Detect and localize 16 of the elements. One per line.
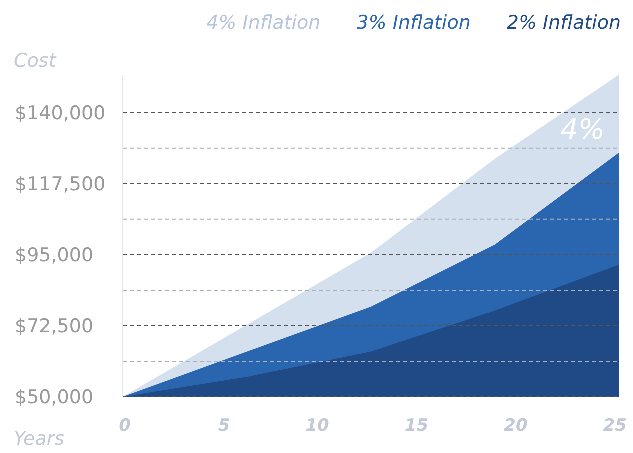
y-tick-label: $117,500 <box>15 174 106 196</box>
x-tick-label: 20 <box>504 416 528 436</box>
text: 2% Inflation <box>506 12 621 34</box>
y-tick-label: $95,000 <box>15 244 94 267</box>
text: 4% Inflation <box>206 12 321 34</box>
y-tick-label: $72,500 <box>15 316 94 338</box>
text: 3% Inflation <box>356 12 471 34</box>
y-tick-label: $50,000 <box>15 386 94 409</box>
x-tick-label: 5 <box>218 416 230 436</box>
y-tick-label: $140,000 <box>15 102 106 125</box>
x-axis-title: Years <box>14 428 65 450</box>
x-tick-label: 25 <box>603 416 627 436</box>
x-tick-label: 0 <box>119 416 132 436</box>
x-tick-label: 15 <box>404 416 429 436</box>
x-tick-label: 10 <box>306 416 330 436</box>
y-axis-title: Cost <box>14 50 56 72</box>
